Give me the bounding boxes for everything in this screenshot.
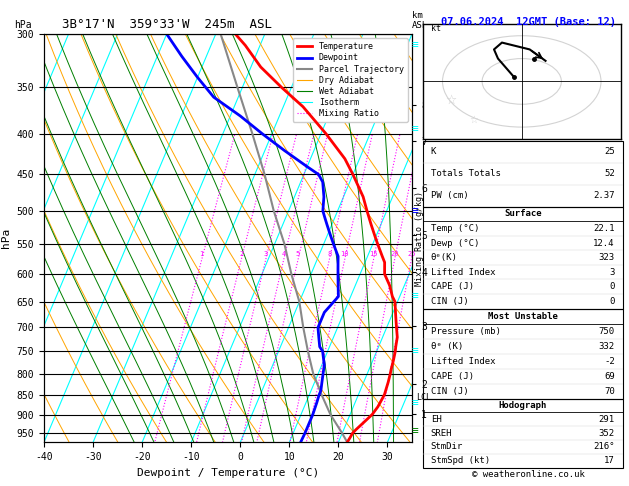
Text: CAPE (J): CAPE (J)	[431, 282, 474, 291]
Text: Totals Totals: Totals Totals	[431, 169, 501, 178]
Text: Lifted Index: Lifted Index	[431, 357, 495, 365]
Text: 25: 25	[604, 147, 615, 156]
Text: SREH: SREH	[431, 429, 452, 437]
Text: ≡: ≡	[412, 40, 418, 51]
Text: LCL: LCL	[416, 393, 431, 402]
Text: ≡: ≡	[412, 398, 418, 408]
Text: ☆: ☆	[445, 94, 456, 107]
Legend: Temperature, Dewpoint, Parcel Trajectory, Dry Adiabat, Wet Adiabat, Isotherm, Mi: Temperature, Dewpoint, Parcel Trajectory…	[293, 38, 408, 122]
Text: Mixing Ratio (g/kg): Mixing Ratio (g/kg)	[415, 191, 424, 286]
Text: 10: 10	[340, 251, 349, 257]
Text: ☆: ☆	[470, 115, 479, 124]
Text: 4: 4	[282, 251, 286, 257]
Text: PW (cm): PW (cm)	[431, 191, 469, 200]
Text: 22.1: 22.1	[593, 224, 615, 233]
Text: 15: 15	[369, 251, 378, 257]
Text: 69: 69	[604, 371, 615, 381]
Text: StmSpd (kt): StmSpd (kt)	[431, 456, 490, 465]
Text: 20: 20	[391, 251, 399, 257]
Text: ≡: ≡	[412, 124, 418, 134]
Text: 3: 3	[264, 251, 268, 257]
Text: 2: 2	[239, 251, 243, 257]
Text: EH: EH	[431, 415, 442, 424]
Text: K: K	[431, 147, 436, 156]
Text: 3: 3	[610, 268, 615, 277]
Text: 5: 5	[296, 251, 300, 257]
Text: 25: 25	[407, 251, 416, 257]
Text: Most Unstable: Most Unstable	[487, 312, 558, 321]
Text: 17: 17	[604, 456, 615, 465]
Text: 52: 52	[604, 169, 615, 178]
Text: 3B°17'N  359°33'W  245m  ASL: 3B°17'N 359°33'W 245m ASL	[62, 18, 272, 32]
Text: θᵉ (K): θᵉ (K)	[431, 342, 463, 350]
Text: kt: kt	[431, 24, 440, 33]
Y-axis label: hPa: hPa	[1, 228, 11, 248]
Text: ≡: ≡	[412, 347, 418, 356]
Text: 291: 291	[599, 415, 615, 424]
Text: CAPE (J): CAPE (J)	[431, 371, 474, 381]
Text: 352: 352	[599, 429, 615, 437]
Text: 0: 0	[610, 282, 615, 291]
Text: Temp (°C): Temp (°C)	[431, 224, 479, 233]
Text: 323: 323	[599, 253, 615, 262]
Text: Pressure (mb): Pressure (mb)	[431, 327, 501, 336]
Text: StmDir: StmDir	[431, 442, 463, 451]
Text: hPa: hPa	[14, 20, 32, 30]
Text: 07.06.2024  12GMT (Base: 12): 07.06.2024 12GMT (Base: 12)	[441, 17, 616, 27]
Text: θᵉ(K): θᵉ(K)	[431, 253, 457, 262]
Text: Lifted Index: Lifted Index	[431, 268, 495, 277]
Text: 0: 0	[610, 297, 615, 306]
Text: 750: 750	[599, 327, 615, 336]
Text: km
ASL: km ASL	[412, 11, 428, 30]
Text: 332: 332	[599, 342, 615, 350]
Text: 2.37: 2.37	[593, 191, 615, 200]
Text: ≡: ≡	[412, 292, 418, 301]
Text: Hodograph: Hodograph	[499, 401, 547, 410]
Text: ≡: ≡	[412, 206, 418, 216]
Text: CIN (J): CIN (J)	[431, 297, 469, 306]
X-axis label: Dewpoint / Temperature (°C): Dewpoint / Temperature (°C)	[137, 468, 319, 478]
Text: CIN (J): CIN (J)	[431, 386, 469, 396]
Text: 216°: 216°	[593, 442, 615, 451]
Text: 70: 70	[604, 386, 615, 396]
Text: -2: -2	[604, 357, 615, 365]
Text: © weatheronline.co.uk: © weatheronline.co.uk	[472, 469, 585, 479]
Text: ≡: ≡	[412, 426, 418, 436]
Text: Surface: Surface	[504, 209, 542, 218]
Text: Dewp (°C): Dewp (°C)	[431, 239, 479, 247]
Text: 12.4: 12.4	[593, 239, 615, 247]
Text: 1: 1	[199, 251, 204, 257]
Text: 8: 8	[327, 251, 331, 257]
